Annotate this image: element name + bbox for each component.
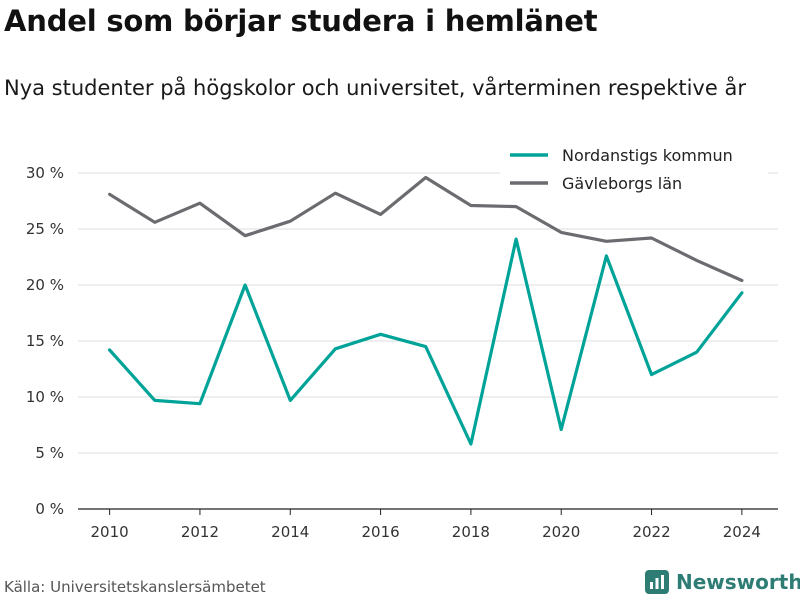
y-tick-label: 10 %: [26, 388, 64, 406]
data-point: [739, 290, 745, 296]
x-tick-label: 2024: [723, 523, 761, 541]
series-lines: [107, 174, 745, 447]
data-point: [603, 238, 609, 244]
legend-label: Nordanstigs kommun: [562, 146, 733, 165]
data-point: [197, 401, 203, 407]
brand[interactable]: Newsworthy: [645, 570, 800, 594]
legend: Nordanstigs kommun Gävleborgs län: [500, 140, 768, 202]
data-point: [287, 397, 293, 403]
data-point: [558, 229, 564, 235]
data-point: [152, 397, 158, 403]
data-point: [332, 190, 338, 196]
gridlines: [78, 172, 778, 454]
x-tick-label: 2014: [271, 523, 309, 541]
data-point: [287, 218, 293, 224]
data-point: [423, 344, 429, 350]
data-point: [107, 347, 113, 353]
data-point: [378, 331, 384, 337]
brand-name: Newsworthy: [676, 570, 800, 594]
data-point: [242, 282, 248, 288]
data-point: [468, 441, 474, 447]
data-point: [649, 235, 655, 241]
data-point: [694, 349, 700, 355]
data-point: [197, 200, 203, 206]
data-point: [152, 219, 158, 225]
y-tick-label: 5 %: [35, 444, 64, 462]
legend-background: [500, 140, 768, 202]
data-point: [739, 278, 745, 284]
data-point: [378, 211, 384, 217]
legend-label: Gävleborgs län: [562, 174, 682, 193]
series-line-1: [107, 175, 744, 283]
chart-title: Andel som börjar studera i hemlänet: [4, 4, 598, 38]
x-tick-label: 2022: [632, 523, 670, 541]
axes: 0 % 5 % 10 % 15 % 20 % 25 % 30 % 2010 2012 2014 20…: [26, 164, 778, 541]
data-point: [603, 253, 609, 259]
x-tick-label: 2012: [181, 523, 219, 541]
x-tick-label: 2016: [361, 523, 399, 541]
x-tick-label: 2018: [452, 523, 490, 541]
x-tick-label: 2020: [542, 523, 580, 541]
data-point: [649, 372, 655, 378]
y-tick-label: 15 %: [26, 332, 64, 350]
data-point: [242, 233, 248, 239]
data-point: [423, 174, 429, 180]
data-point: [332, 346, 338, 352]
series-line-0: [107, 237, 744, 446]
chart-subtitle: Nya studenter på högskolor och universit…: [4, 76, 746, 100]
newsworthy-logo-icon: [645, 570, 669, 594]
data-point: [513, 236, 519, 242]
y-tick-label: 25 %: [26, 220, 64, 238]
data-point: [107, 191, 113, 197]
data-point: [694, 257, 700, 263]
data-point: [558, 426, 564, 432]
source-note: Källa: Universitetskanslersämbetet: [4, 578, 266, 596]
data-point: [513, 204, 519, 210]
data-point: [468, 202, 474, 208]
y-tick-label: 30 %: [26, 164, 64, 182]
x-tick-label: 2010: [91, 523, 129, 541]
y-tick-label: 20 %: [26, 276, 64, 294]
y-tick-label: 0 %: [35, 500, 64, 518]
